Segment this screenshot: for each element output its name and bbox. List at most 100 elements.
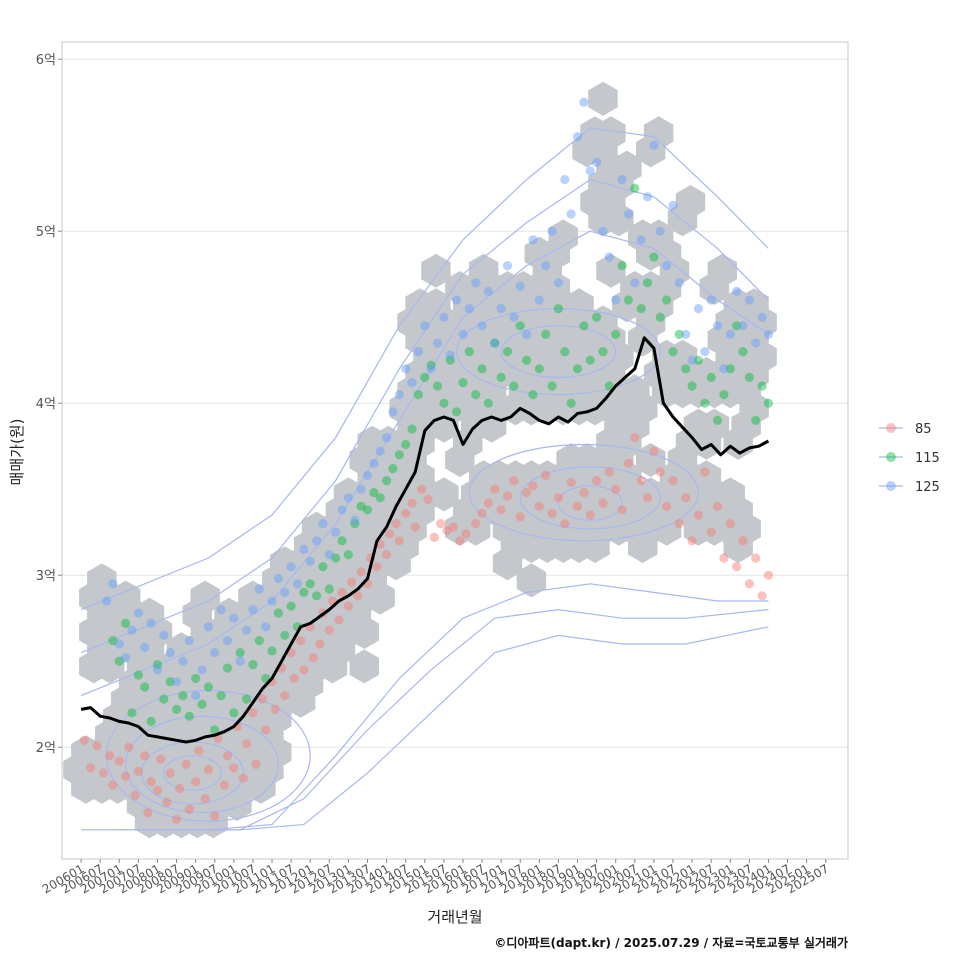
point-125 <box>420 321 430 331</box>
point-125 <box>184 636 194 646</box>
point-85 <box>566 477 576 487</box>
point-115 <box>394 450 404 460</box>
point-85 <box>200 794 210 804</box>
point-85 <box>674 519 684 529</box>
hexbin-cell <box>612 150 642 185</box>
point-115 <box>413 390 423 400</box>
point-125 <box>464 304 474 314</box>
point-85 <box>553 493 564 503</box>
contour-band-upper <box>80 178 769 654</box>
point-125 <box>133 608 143 618</box>
hexbin-cell <box>564 288 594 323</box>
point-115 <box>146 716 156 727</box>
y-tick-label: 5억 <box>36 225 56 240</box>
point-85 <box>385 529 395 539</box>
hexbin-cell <box>429 477 459 512</box>
point-125 <box>350 515 360 525</box>
point-85 <box>130 790 140 801</box>
point-85 <box>477 508 487 518</box>
point-85 <box>560 519 570 529</box>
point-85 <box>744 579 755 589</box>
point-115 <box>401 439 411 450</box>
contour-ring <box>500 325 617 379</box>
point-115 <box>273 608 283 618</box>
point-125 <box>235 656 245 666</box>
point-125 <box>471 278 481 288</box>
point-85 <box>343 601 353 611</box>
point-85 <box>296 636 306 646</box>
point-115 <box>114 656 124 666</box>
legend: 85 115 125 <box>879 422 940 495</box>
contour-ring <box>105 689 311 822</box>
point-125 <box>502 261 513 271</box>
point-115 <box>471 390 481 400</box>
point-125 <box>401 364 411 374</box>
point-125 <box>242 625 252 635</box>
point-125 <box>369 458 379 468</box>
point-125 <box>509 312 519 322</box>
point-85 <box>337 587 347 598</box>
point-115 <box>509 381 519 391</box>
point-125 <box>331 527 341 537</box>
point-115 <box>681 364 691 374</box>
point-115 <box>483 398 493 408</box>
contour-ring <box>455 308 661 396</box>
point-115 <box>642 278 653 288</box>
point-125 <box>280 587 290 598</box>
point-115 <box>502 347 513 357</box>
point-125 <box>655 226 665 236</box>
point-85 <box>471 519 481 529</box>
legend-key-dot-125 <box>886 481 896 491</box>
hexbin-cell <box>715 477 745 512</box>
point-125 <box>725 329 735 339</box>
point-85 <box>324 625 334 635</box>
hexbin-cell <box>739 288 769 323</box>
point-125 <box>541 261 551 271</box>
point-85 <box>681 493 691 503</box>
point-85 <box>194 746 204 756</box>
point-125 <box>662 261 672 271</box>
point-115 <box>687 381 697 391</box>
point-85 <box>598 498 608 508</box>
point-85 <box>604 467 614 477</box>
hexbin-cell <box>190 580 220 615</box>
point-85 <box>630 433 640 443</box>
point-125 <box>146 618 156 629</box>
point-125 <box>623 209 634 219</box>
point-115 <box>566 398 576 408</box>
point-85 <box>251 759 261 770</box>
point-115 <box>286 601 296 611</box>
point-85 <box>534 501 544 511</box>
point-115 <box>464 347 474 357</box>
point-85 <box>649 446 659 456</box>
hexbin-cell <box>675 185 706 219</box>
point-125 <box>229 613 239 623</box>
point-125 <box>197 665 207 675</box>
point-115 <box>623 295 634 305</box>
y-axis-title: 매매가(원) <box>8 419 26 486</box>
point-115 <box>458 378 468 388</box>
point-125 <box>108 579 118 589</box>
point-85 <box>372 562 382 572</box>
point-85 <box>623 458 634 468</box>
point-115 <box>649 252 659 262</box>
point-115 <box>222 663 233 673</box>
point-115 <box>725 364 735 374</box>
point-125 <box>426 364 436 374</box>
point-115 <box>388 464 398 474</box>
point-115 <box>477 364 487 374</box>
contour-band-upper <box>80 230 769 697</box>
point-125 <box>121 653 131 663</box>
y-tick-label: 3억 <box>36 569 56 584</box>
point-115 <box>197 699 207 709</box>
point-85 <box>541 470 551 480</box>
point-85 <box>86 763 96 773</box>
point-115 <box>706 372 716 382</box>
contour-band-lower <box>144 583 769 831</box>
contour-ring <box>163 755 222 791</box>
point-125 <box>343 493 353 503</box>
point-85 <box>668 476 678 486</box>
point-125 <box>394 390 404 400</box>
point-85 <box>448 522 458 532</box>
point-85 <box>617 505 627 515</box>
